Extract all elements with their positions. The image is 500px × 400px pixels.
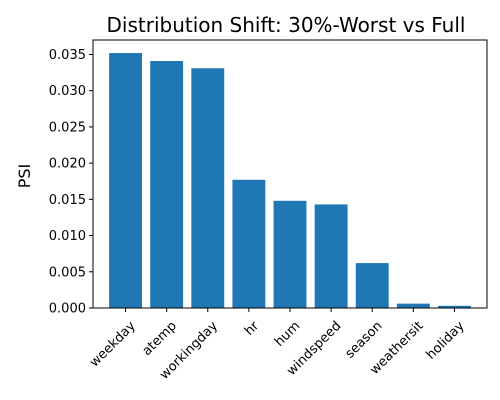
y-tick-label-0: 0.000 [49,302,86,317]
bar-season [356,263,389,308]
y-axis-label: PSI [15,164,34,189]
y-tick-label-6: 0.030 [49,84,86,99]
y-tick-label-5: 0.025 [49,120,86,135]
bar-windspeed [315,204,348,308]
bar-weekday [109,53,142,308]
x-tick-label-hr: hr [242,318,263,339]
y-tick-label-1: 0.005 [49,265,86,280]
x-tick-label-weekday: weekday [87,318,139,370]
y-tick-label-2: 0.010 [49,229,86,244]
bar-weathersit [397,304,430,308]
y-tick-label-3: 0.015 [49,193,86,208]
bar-atemp [150,61,183,308]
bars [109,53,471,308]
x-tick-label-holiday: holiday [424,318,468,362]
y-ticks: 0.000 0.005 0.010 0.015 0.020 0.025 0.030 0.035 [49,48,93,317]
bar-workingday [191,68,224,308]
chart-title: Distribution Shift: 30%-Worst vs Full [107,13,466,37]
x-tick-label-atemp: atemp [140,319,180,359]
bar-hr [232,180,265,308]
bar-hum [274,201,307,308]
y-tick-label-7: 0.035 [49,48,86,63]
y-tick-label-4: 0.020 [49,157,86,172]
x-tick-label-hum: hum [272,319,303,350]
